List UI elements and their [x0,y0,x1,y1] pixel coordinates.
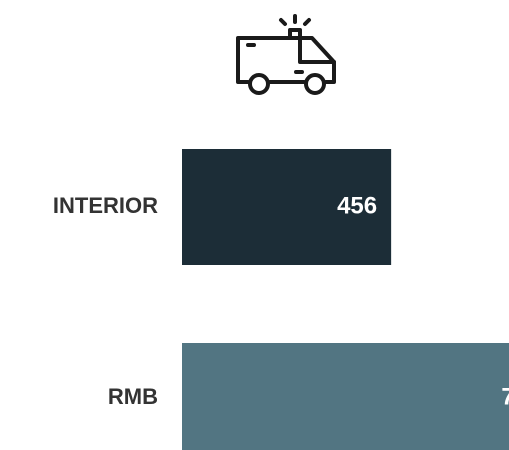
ambulance-icon [236,14,336,95]
bar [182,149,392,265]
category-label: INTERIOR [53,193,158,218]
bar [182,343,509,450]
value-label: 456 [337,192,377,219]
category-label: RMB [108,384,158,409]
value-label: 78 [501,383,509,410]
